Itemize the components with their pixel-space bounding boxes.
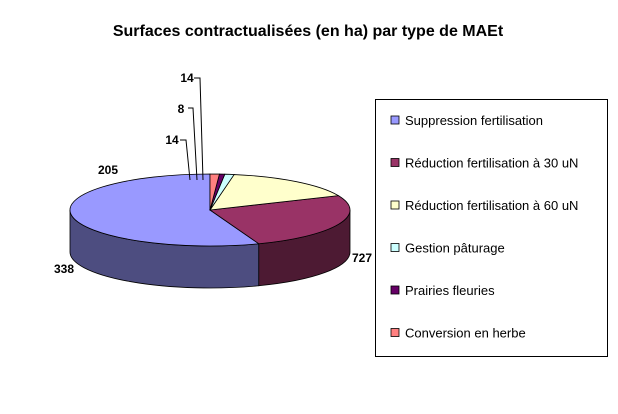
slice-2 — [208, 195, 351, 245]
leader-line-5 — [188, 107, 198, 181]
legend-swatch-5 — [390, 285, 400, 295]
data-label-1: 727 — [352, 251, 372, 265]
legend-swatch-1 — [390, 115, 400, 125]
leader-line-4 — [180, 139, 191, 181]
data-labels: 727 338 205 14 8 14 — [54, 71, 372, 276]
data-label-6: 14 — [180, 71, 194, 85]
legend: Suppression fertilisation Réduction ferti… — [375, 99, 608, 357]
legend-label-4: Gestion pâturage — [405, 241, 505, 256]
legend-label-5: Prairies fleuries — [405, 283, 495, 298]
data-label-2: 338 — [54, 262, 74, 276]
legend-label-1: Suppression fertilisation — [405, 113, 543, 128]
data-label-3: 205 — [98, 163, 118, 177]
legend-swatch-2 — [390, 158, 400, 167]
legend-swatch-3 — [390, 200, 400, 210]
slice-1 — [69, 173, 260, 247]
chart-title: Surfaces contractualisées (en ha) par ty… — [113, 23, 504, 40]
data-label-5: 8 — [178, 102, 185, 116]
leader-line-6 — [194, 77, 204, 181]
legend-box — [375, 99, 608, 357]
legend-swatch-4 — [390, 243, 400, 252]
slice-6 — [209, 173, 220, 211]
pie-layer — [69, 173, 351, 289]
legend-label-3: Réduction fertilisation à 60 uN — [405, 198, 578, 213]
legend-label-2: Réduction fertilisation à 30 uN — [405, 156, 578, 171]
legend-swatch-6 — [390, 328, 400, 337]
slice-3 — [209, 174, 340, 211]
data-label-4: 14 — [165, 133, 179, 147]
legend-label-6: Conversion en herbe — [405, 326, 526, 341]
